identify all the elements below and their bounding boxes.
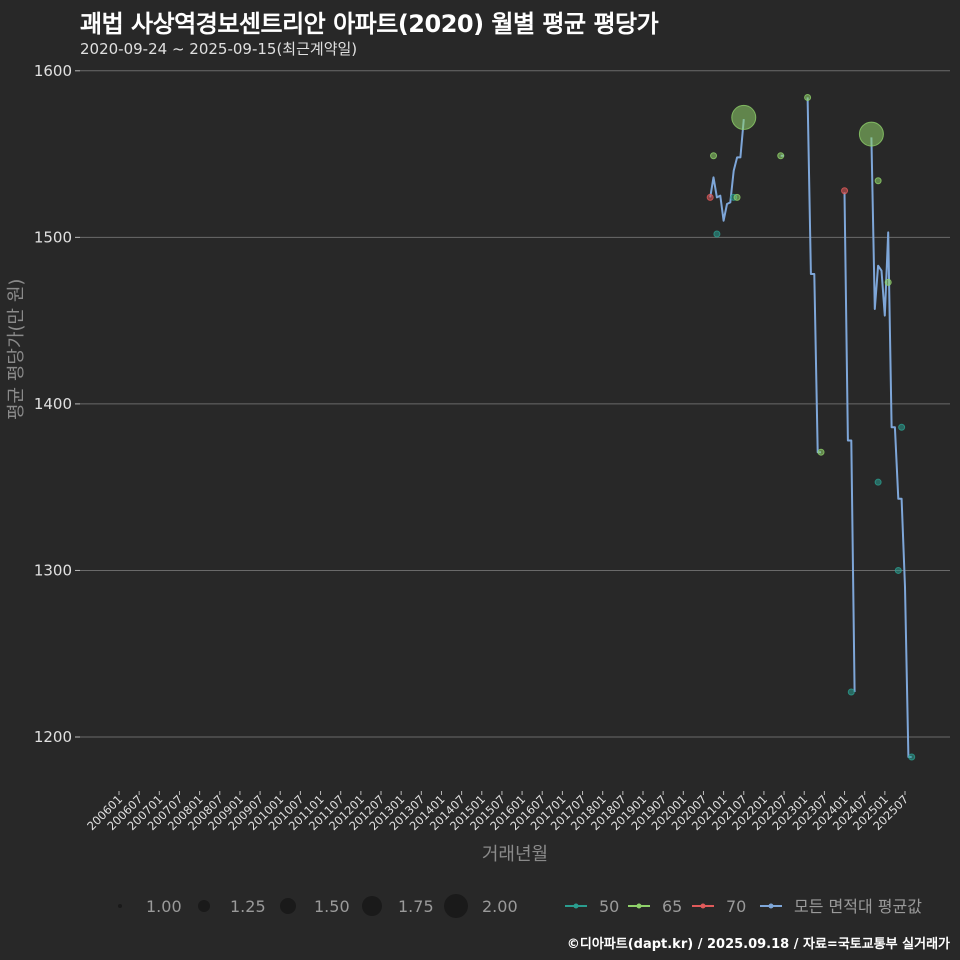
data-point-50	[908, 753, 916, 761]
legend-size-icon	[280, 898, 296, 914]
y-tick-label: 1200	[34, 728, 72, 746]
legend-size-label: 1.75	[398, 897, 434, 916]
data-point-50	[898, 423, 906, 431]
legend-size-icon	[444, 894, 468, 918]
data-point-65	[731, 104, 757, 130]
data-point-65	[804, 93, 812, 101]
data-point-50	[874, 478, 882, 486]
data-point-65	[817, 448, 825, 456]
y-tick-label: 1600	[34, 62, 72, 80]
legend-size-icon	[362, 896, 382, 916]
legend-point-icon	[768, 903, 774, 909]
x-axis-label: 거래년월	[482, 844, 548, 865]
legend-point-icon	[636, 903, 642, 909]
legend-size-label: 1.50	[314, 897, 350, 916]
legend-size-label: 1.25	[230, 897, 266, 916]
data-point-70	[841, 187, 849, 195]
data-point-50	[847, 688, 855, 696]
legend-point-icon	[573, 903, 579, 909]
data-point-50	[713, 230, 721, 238]
y-tick-label: 1300	[34, 561, 72, 579]
data-point-65	[858, 121, 884, 147]
data-point-65	[884, 278, 892, 286]
legend-series-label: 70	[726, 897, 746, 916]
data-point-65	[777, 152, 785, 160]
legend-series-label: 50	[599, 897, 619, 916]
chart-subtitle: 2020-09-24 ~ 2025-09-15(최근계약일)	[80, 40, 358, 58]
legend-series-label: 모든 면적대 평균값	[794, 897, 922, 916]
chart-title: 괘법 사상역경보센트리안 아파트(2020) 월별 평균 평당가	[80, 10, 659, 38]
data-point-65	[710, 152, 718, 160]
data-point-65	[733, 193, 741, 201]
average-price-line	[709, 97, 912, 758]
y-tick-label: 1400	[34, 395, 72, 413]
y-tick-label: 1500	[34, 228, 72, 246]
data-point-65	[874, 177, 882, 185]
source-footer: ©디아파트(dapt.kr) / 2025.09.18 / 자료=국토교통부 실…	[566, 937, 950, 952]
legend-series-label: 65	[662, 897, 682, 916]
legend-size-label: 2.00	[482, 897, 518, 916]
data-point-50	[894, 566, 902, 574]
legend-size-label: 1.00	[146, 897, 182, 916]
legend-size-icon	[198, 900, 210, 912]
data-point-70	[706, 193, 714, 201]
legend-point-icon	[700, 903, 706, 909]
legend-size-icon	[118, 904, 122, 908]
